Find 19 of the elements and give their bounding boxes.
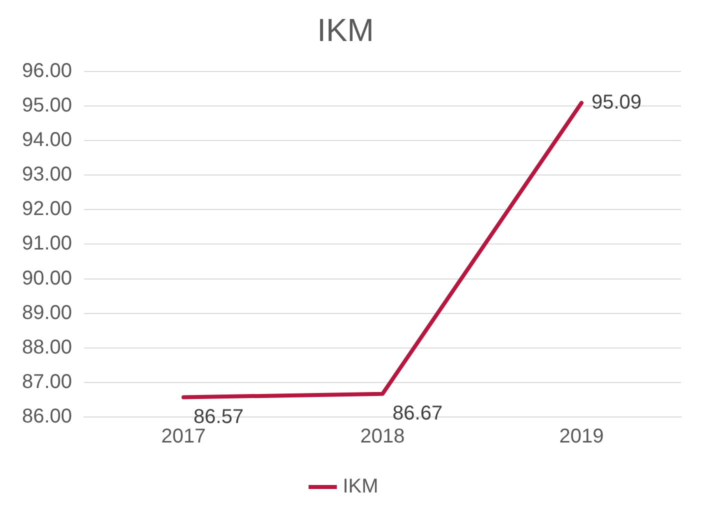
y-tick-label: 86.00 [22,406,72,428]
x-tick-label: 2017 [161,426,206,448]
y-tick-label: 92.00 [22,198,72,220]
y-tick-label: 90.00 [22,267,72,290]
y-tick-label: 93.00 [22,164,72,186]
y-tick-label: 96.00 [22,60,72,82]
y-tick-label: 95.00 [22,94,72,116]
chart-title: IKM [317,12,374,48]
y-tick-label: 94.00 [22,129,72,152]
x-tick-label: 2018 [360,426,405,448]
y-tick-label: 89.00 [22,302,72,324]
data-label: 86.67 [392,402,443,424]
data-label: 95.09 [592,91,642,114]
data-label: 86.57 [194,406,244,428]
legend-label: IKM [342,476,378,498]
y-tick-label: 87.00 [22,370,72,393]
y-tick-label: 88.00 [22,336,72,358]
y-tick-label: 91.00 [22,232,72,255]
x-tick-label: 2019 [559,426,604,448]
